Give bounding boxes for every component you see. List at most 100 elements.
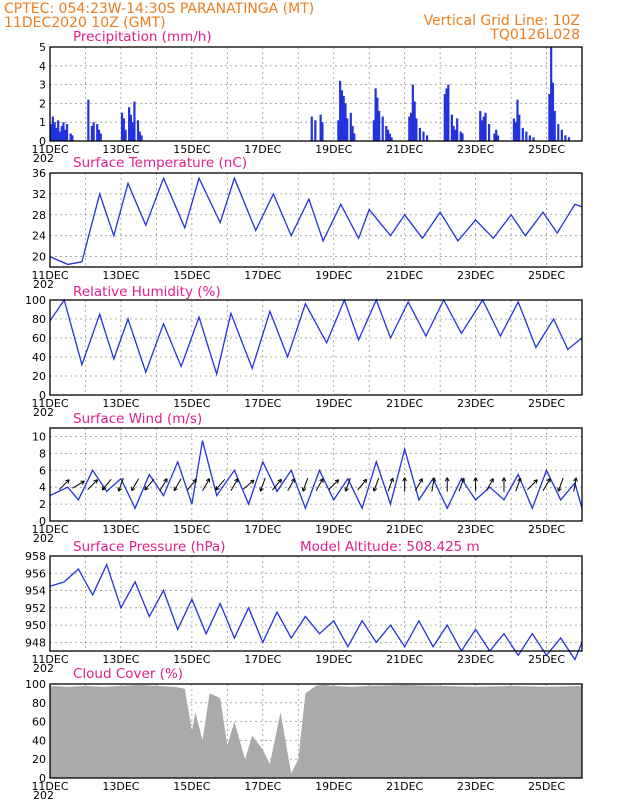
precip-bar	[567, 137, 571, 141]
wind-arrow-head	[372, 487, 375, 492]
panel-frame	[49, 683, 583, 779]
precip-bar	[557, 124, 560, 141]
x-tick-label: 23DEC	[457, 523, 494, 536]
precip-bar	[560, 129, 563, 141]
x-tick-label: 23DEC	[457, 397, 494, 410]
x-tick-label: 17DEC	[244, 143, 281, 156]
precip-bar	[96, 124, 99, 141]
precip-bar	[553, 110, 556, 141]
precip-bar	[496, 135, 500, 141]
y-tick-label: 36	[32, 167, 46, 180]
precip-bar	[71, 135, 74, 141]
wind-arrow	[372, 477, 380, 492]
year-fragment-label: 202	[33, 278, 54, 291]
wind-arrow	[344, 477, 351, 492]
wind-arrow-head	[93, 479, 98, 482]
wind-arrow-shaft	[144, 478, 155, 491]
precip-bar	[564, 135, 567, 141]
precip-bar	[310, 116, 313, 141]
wind-arrow-shaft	[131, 478, 140, 491]
x-tick-label: 13DEC	[102, 653, 139, 666]
wind-arrow	[402, 477, 408, 492]
wind-arrow	[72, 480, 85, 489]
y-tick-label: 0	[39, 772, 46, 785]
x-tick-label: 21DEC	[386, 143, 423, 156]
precip-bar	[493, 133, 496, 141]
y-tick-label: 2	[39, 498, 46, 511]
panel-title: Surface Wind (m/s)	[73, 411, 202, 427]
y-tick-label: 20	[32, 370, 46, 383]
y-tick-label: 5	[39, 41, 46, 54]
wind-arrow-head	[460, 477, 465, 482]
wind-arrow-head	[501, 477, 505, 482]
y-tick-label: 80	[32, 697, 46, 710]
y-tick-label: 60	[32, 332, 46, 345]
precip-bar	[131, 122, 134, 141]
wind-arrow-shaft	[315, 478, 324, 491]
precip-bar	[87, 99, 90, 141]
wind-arrow	[414, 478, 423, 491]
x-tick-label: 21DEC	[386, 523, 423, 536]
x-tick-label: 17DEC	[244, 397, 281, 410]
wind-arrow-shaft	[259, 477, 266, 492]
wind-arrow-head	[259, 487, 261, 492]
x-tick-label: 13DEC	[102, 143, 139, 156]
wind-arrow-shaft	[485, 478, 494, 491]
wind-arrow-head	[144, 485, 147, 491]
wind-arrow-head	[345, 488, 349, 492]
precip-bar	[415, 118, 418, 141]
precip-bar	[129, 114, 132, 141]
wind-arrow-shaft	[302, 477, 309, 492]
wind-arrow-head	[215, 488, 220, 491]
precip-bar	[337, 120, 340, 141]
wind-arrow-shaft	[387, 477, 394, 492]
wind-arrow-head	[517, 477, 521, 482]
x-tick-label: 19DEC	[315, 397, 352, 410]
year-fragment-label: 202	[33, 789, 54, 800]
wind-arrow-head	[546, 478, 551, 482]
x-tick-label: 25DEC	[528, 143, 565, 156]
wind-arrow	[272, 478, 282, 491]
precip-bar	[495, 129, 498, 141]
x-tick-label: 21DEC	[386, 653, 423, 666]
wind-arrow-head	[65, 479, 70, 482]
precip-bar	[60, 125, 63, 141]
wind-arrow-head	[234, 478, 239, 482]
precip-bar	[374, 88, 377, 141]
panel-6: Cloud Cover (%) 0 20 40 60 80 100 11DEC 13DEC 15D…	[25, 666, 583, 800]
x-tick-label: 23DEC	[457, 269, 494, 282]
precip-bar	[65, 124, 69, 141]
precip-bar	[482, 116, 485, 141]
panel-frame	[49, 427, 583, 522]
x-tick-label: 15DEC	[173, 523, 210, 536]
precip-bar	[525, 131, 528, 141]
y-tick-label: 948	[25, 636, 46, 649]
wind-arrow	[301, 477, 309, 492]
precip-bar	[447, 84, 450, 141]
precip-bar	[319, 114, 322, 141]
y-tick-label: 956	[25, 567, 46, 580]
wind-arrow	[186, 478, 197, 491]
x-tick-label: 25DEC	[528, 269, 565, 282]
precip-bar	[351, 125, 354, 141]
wind-arrow-head	[117, 487, 120, 492]
wind-arrow-shaft	[242, 479, 255, 490]
precip-bar	[140, 135, 143, 141]
precip-bar	[376, 97, 379, 141]
y-tick-label: 950	[25, 619, 46, 632]
precip-bar	[122, 118, 125, 141]
x-tick-label: 11DEC	[31, 780, 68, 793]
wind-arrow-head	[81, 480, 85, 485]
precip-bar	[342, 95, 345, 141]
y-tick-label: 32	[32, 188, 46, 201]
wind-arrow	[458, 477, 465, 492]
wind-arrow	[101, 478, 112, 491]
wind-arrow	[485, 478, 494, 491]
wind-arrow-head	[67, 479, 70, 484]
wind-arrow-shaft	[431, 477, 435, 492]
panel-title: Cloud Cover (%)	[73, 666, 183, 682]
x-tick-label: 23DEC	[457, 143, 494, 156]
series-line	[49, 562, 583, 661]
y-tick-label: 40	[32, 351, 46, 364]
x-tick-label: 15DEC	[173, 653, 210, 666]
